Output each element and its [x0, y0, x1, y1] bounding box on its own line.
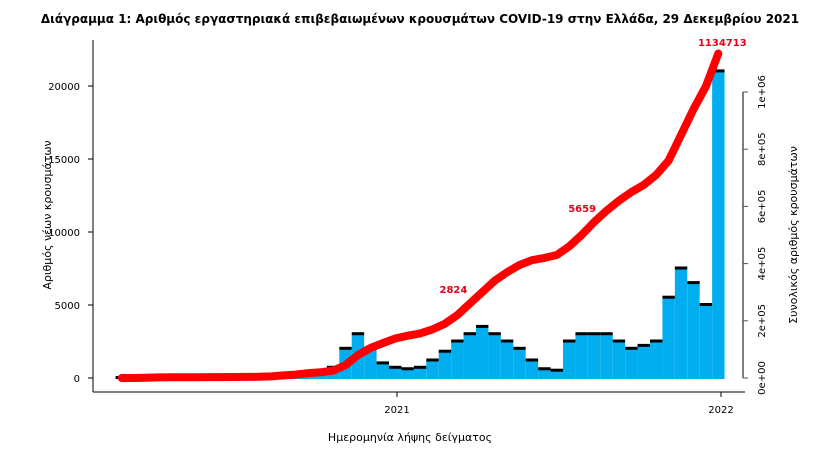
bar	[376, 363, 389, 379]
bar	[451, 341, 464, 379]
daily-value-label	[662, 295, 675, 299]
bar	[600, 334, 613, 379]
bar	[476, 326, 489, 379]
x-tick-label: 2022	[708, 405, 733, 416]
daily-value-label	[389, 365, 402, 369]
y2-tick-label: 1e+06	[757, 75, 768, 109]
cumulative-line	[117, 49, 723, 382]
y2-tick-label: 6e+05	[757, 190, 768, 224]
y-axis-label: Αριθμός νέων κρουσμάτων	[41, 140, 54, 289]
y2-tick-label: 8e+05	[757, 132, 768, 166]
daily-value-label	[637, 343, 650, 347]
daily-value-label	[513, 346, 526, 350]
bar	[712, 71, 725, 380]
bar	[364, 348, 377, 379]
bar	[575, 334, 588, 379]
bar	[413, 367, 427, 379]
daily-value-label	[351, 332, 365, 336]
axes-group: 0 5000 10000 15000 20000 0e+00 2e+05 4e+05 6e+05…	[48, 40, 768, 416]
cumulative-annotation: 5659	[568, 204, 596, 215]
y2-tick-label: 2e+05	[757, 304, 768, 338]
y-tick-label: 5000	[55, 301, 80, 312]
daily-value-label	[525, 358, 539, 362]
annotations-group: 2824 5659 1134713	[439, 38, 746, 296]
daily-value-label	[339, 346, 352, 350]
bar	[550, 370, 563, 379]
chart-title: Διάγραμμα 1: Αριθμός εργαστηριακά επιβεβ…	[41, 12, 799, 26]
bar	[463, 334, 476, 379]
y2-axis-label: Συνολικός αριθμός κρουσμάτων	[787, 146, 800, 324]
daily-value-label	[476, 324, 489, 328]
daily-value-label	[600, 332, 613, 336]
y-tick-label: 20000	[48, 82, 80, 93]
bar	[538, 369, 551, 379]
bar	[650, 341, 663, 379]
bar	[488, 334, 501, 379]
daily-value-label	[488, 332, 501, 336]
bar	[587, 334, 601, 379]
bar	[687, 283, 700, 379]
daily-value-label	[463, 332, 476, 336]
bar	[563, 341, 576, 379]
daily-value-label	[575, 332, 588, 336]
daily-value-label	[413, 365, 427, 369]
bar	[426, 360, 439, 379]
bar	[612, 341, 626, 379]
daily-value-label	[612, 339, 626, 343]
daily-value-label	[687, 281, 700, 285]
bar	[389, 367, 402, 379]
daily-value-label	[712, 69, 725, 73]
y2-tick-label: 4e+05	[757, 247, 768, 281]
bar	[500, 341, 514, 379]
cumulative-annotation: 1134713	[698, 38, 747, 49]
y-tick-label: 0	[74, 374, 80, 385]
daily-value-label	[438, 349, 452, 353]
daily-value-label	[587, 332, 601, 336]
daily-value-label	[625, 346, 638, 350]
daily-value-label	[500, 339, 514, 343]
daily-value-label	[674, 266, 688, 270]
bar	[699, 305, 713, 379]
y-tick-label: 10000	[48, 228, 80, 239]
bar	[637, 345, 650, 379]
y2-tick-label: 0e+00	[757, 361, 768, 395]
daily-value-label	[699, 303, 713, 306]
daily-value-label	[563, 339, 576, 343]
daily-value-label	[376, 361, 389, 365]
bar	[625, 348, 638, 379]
daily-value-label	[451, 339, 464, 343]
bar	[513, 348, 526, 379]
bar	[401, 369, 414, 379]
cumulative-annotation: 2824	[439, 285, 467, 296]
daily-value-label	[538, 367, 551, 371]
daily-value-label	[650, 339, 663, 343]
x-tick-label: 2021	[384, 405, 409, 416]
bar	[674, 268, 688, 379]
bar	[438, 351, 452, 379]
daily-value-label	[550, 368, 563, 372]
x-axis-label: Ημερομηνία λήψης δείγματος	[328, 431, 492, 444]
bar	[525, 360, 539, 379]
y-tick-label: 15000	[48, 155, 80, 166]
daily-value-label	[426, 358, 439, 362]
bar	[662, 297, 675, 379]
daily-value-label	[401, 367, 414, 371]
